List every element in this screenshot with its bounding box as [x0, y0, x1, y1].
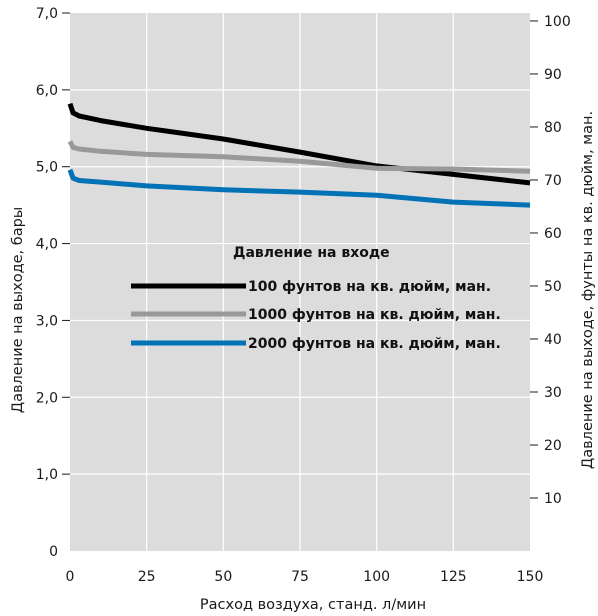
- y-left-tick-label: 7,0: [36, 6, 58, 22]
- y-right-tick-label: 40: [544, 332, 562, 348]
- legend-label-3: 2000 фунтов на кв. дюйм, ман.: [248, 336, 501, 352]
- legend-label-2: 1000 фунтов на кв. дюйм, ман.: [248, 307, 501, 323]
- legend-title: Давление на входе: [233, 245, 390, 261]
- y-axis-left: 0 1,0 2,0 3,0 4,0 5,0 6,0 7,0: [36, 6, 70, 560]
- legend-label-1: 100 фунтов на кв. дюйм, ман.: [248, 279, 491, 295]
- legend: Давление на входе 100 фунтов на кв. дюйм…: [131, 245, 501, 352]
- y-right-tick-label: 50: [544, 279, 562, 295]
- x-tick-label: 125: [440, 569, 467, 585]
- x-axis: 0 25 50 75 100 125 150: [66, 569, 544, 585]
- y-left-tick-label: 6,0: [36, 83, 58, 99]
- x-tick-label: 100: [363, 569, 390, 585]
- y-right-tick-label: 90: [544, 67, 562, 83]
- y-left-tick-label: 3,0: [36, 313, 58, 329]
- y-left-tick-label: 0: [49, 544, 58, 560]
- x-tick-label: 25: [138, 569, 156, 585]
- y-left-tick-label: 5,0: [36, 160, 58, 176]
- series-lines: [67, 102, 531, 208]
- y-left-tick-label: 2,0: [36, 390, 58, 406]
- y-axis-right-title: Давление на выходе, фунты на кв. дюйм, м…: [580, 111, 596, 469]
- y-right-tick-label: 70: [544, 173, 562, 189]
- x-tick-label: 50: [214, 569, 232, 585]
- x-axis-title: Расход воздуха, станд. л/мин: [200, 597, 426, 613]
- y-right-tick-label: 20: [544, 438, 562, 454]
- y-right-tick-label: 60: [544, 226, 562, 242]
- y-axis-right: 10 20 30 40 50 60 70 80 90 100: [530, 14, 571, 507]
- x-tick-label: 150: [517, 569, 544, 585]
- y-axis-left-title: Давление на выходе, бары: [10, 207, 26, 413]
- y-right-tick-label: 10: [544, 491, 562, 507]
- y-left-tick-label: 1,0: [36, 467, 58, 483]
- x-tick-label: 75: [291, 569, 309, 585]
- x-tick-label: 0: [66, 569, 75, 585]
- y-left-tick-label: 4,0: [36, 237, 58, 253]
- y-right-tick-label: 80: [544, 120, 562, 136]
- y-right-tick-label: 30: [544, 385, 562, 401]
- series-line-2: [67, 140, 531, 174]
- series-line-3: [67, 168, 531, 208]
- y-right-tick-label: 100: [544, 14, 571, 30]
